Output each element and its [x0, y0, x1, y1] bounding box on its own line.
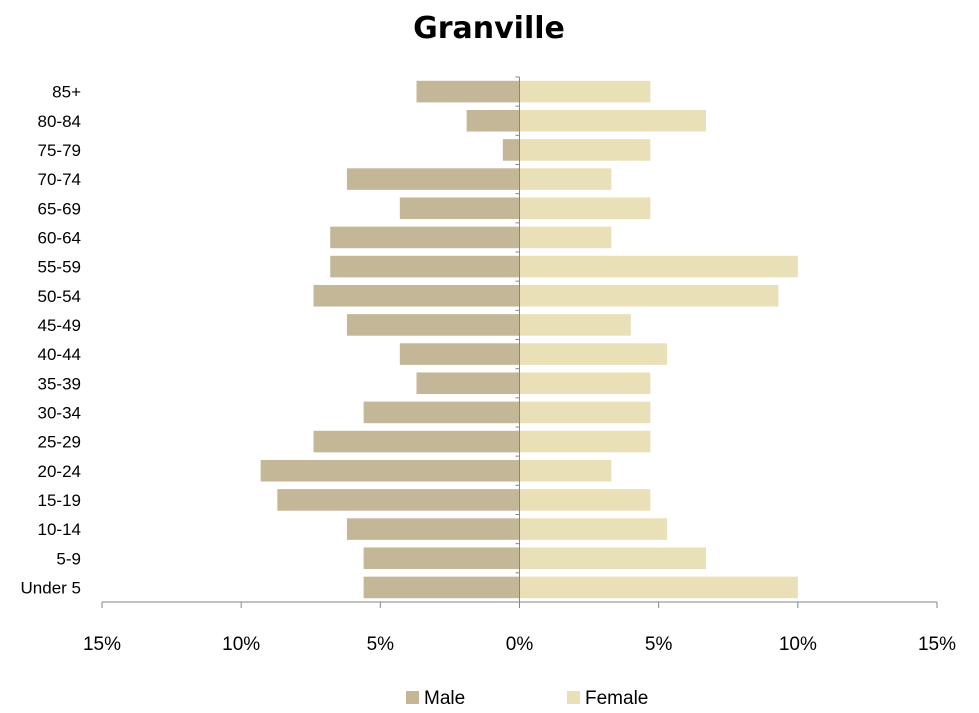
- x-tick-label-0: 15%: [83, 634, 121, 655]
- bar-female-16: [519, 109, 706, 132]
- category-label-5: 25-29: [38, 433, 81, 452]
- x-tick-label-1: 10%: [222, 634, 260, 655]
- bars-layer: [260, 80, 798, 599]
- category-label-9: 45-49: [38, 316, 81, 335]
- category-label-4: 20-24: [38, 462, 81, 481]
- legend-label-female: Female: [585, 688, 648, 709]
- bar-female-3: [519, 489, 651, 511]
- bar-male-15: [502, 139, 520, 161]
- bar-female-14: [519, 168, 612, 190]
- legend-swatch-female: [567, 691, 580, 704]
- bar-male-10: [313, 284, 520, 307]
- bar-female-13: [519, 197, 651, 220]
- bar-male-9: [346, 314, 520, 336]
- bar-female-7: [519, 372, 651, 395]
- bar-male-11: [330, 255, 520, 278]
- bar-female-5: [519, 430, 651, 453]
- bar-male-6: [363, 401, 520, 424]
- category-label-8: 40-44: [38, 345, 81, 364]
- bar-male-1: [363, 547, 520, 570]
- category-label-12: 60-64: [38, 228, 81, 247]
- bar-female-15: [519, 139, 651, 161]
- bar-female-9: [519, 314, 631, 336]
- category-label-13: 65-69: [38, 199, 81, 218]
- bar-female-1: [519, 547, 706, 570]
- category-label-7: 35-39: [38, 374, 81, 393]
- bar-male-13: [399, 197, 520, 220]
- bar-female-4: [519, 459, 612, 482]
- bar-male-14: [346, 168, 520, 190]
- x-tick-label-6: 15%: [918, 634, 956, 655]
- bar-female-8: [519, 343, 668, 365]
- legend-swatch-male: [406, 691, 419, 704]
- category-label-2: 10-14: [38, 520, 81, 539]
- legend-label-male: Male: [424, 688, 465, 709]
- category-label-3: 15-19: [38, 491, 81, 510]
- category-label-14: 70-74: [38, 170, 81, 189]
- bar-female-6: [519, 401, 651, 424]
- category-labels: Under 5 5-9 10-14 15-19 20-24 25-29 30-34 35-39…: [21, 83, 82, 598]
- bar-male-8: [399, 343, 520, 365]
- x-tick-label-3: 0%: [506, 634, 534, 655]
- category-label-6: 30-34: [38, 403, 81, 422]
- bar-male-0: [363, 576, 520, 599]
- bar-male-12: [330, 226, 520, 249]
- x-tick-label-4: 5%: [645, 634, 673, 655]
- bar-female-0: [519, 576, 798, 599]
- category-label-0: Under 5: [21, 578, 81, 597]
- bar-male-5: [313, 430, 520, 453]
- category-label-16: 80-84: [38, 112, 81, 131]
- bar-male-2: [346, 518, 520, 540]
- axis-layer: [101, 76, 938, 608]
- category-label-1: 5-9: [56, 549, 81, 568]
- category-label-10: 50-54: [38, 287, 81, 306]
- category-label-15: 75-79: [38, 141, 81, 160]
- bar-male-4: [260, 459, 520, 482]
- bar-female-2: [519, 518, 668, 540]
- bar-male-17: [416, 80, 520, 103]
- bar-male-16: [466, 109, 520, 132]
- chart-title: Granville: [413, 11, 565, 46]
- x-tick-label-5: 10%: [779, 634, 817, 655]
- bar-female-12: [519, 226, 612, 249]
- category-label-17: 85+: [52, 83, 81, 102]
- legend: Male Female: [406, 688, 648, 709]
- bar-male-3: [277, 489, 520, 511]
- category-label-11: 55-59: [38, 258, 81, 277]
- bar-female-11: [519, 255, 798, 278]
- x-tick-label-2: 5%: [367, 634, 395, 655]
- bar-female-17: [519, 80, 651, 103]
- tick-labels: 15% 10% 5% 0% 5% 10% 15%: [83, 634, 956, 655]
- bar-female-10: [519, 284, 779, 307]
- bar-male-7: [416, 372, 520, 395]
